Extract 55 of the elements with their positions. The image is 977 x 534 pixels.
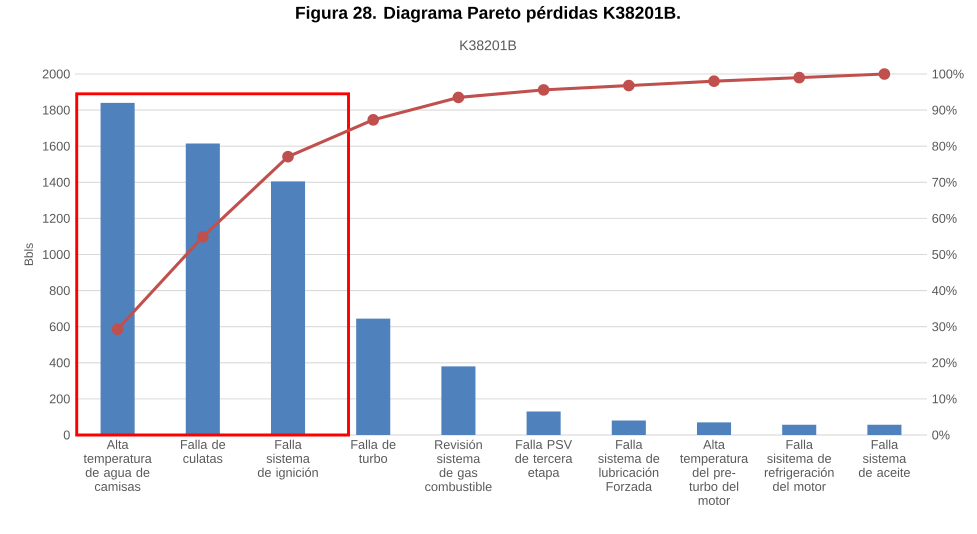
y-tick-label: 1000 — [43, 250, 70, 259]
y-tick-label: 2000 — [42, 70, 70, 78]
y-tick-label: 1400 — [43, 178, 70, 187]
bar — [526, 412, 561, 435]
y2-tick-label: 40% — [932, 286, 957, 296]
point — [282, 150, 294, 162]
y2-tick-label: 80% — [932, 142, 957, 151]
y2-tick-label: 30% — [932, 322, 957, 332]
point — [538, 84, 550, 96]
x-tick-label: Falla sistema de ignición — [258, 440, 318, 480]
point — [623, 80, 635, 92]
y2-tick-label: 20% — [932, 358, 957, 368]
point — [367, 114, 380, 126]
bar — [186, 143, 220, 435]
x-tick-label: Alta temperatura del pre-turbo del motor — [680, 440, 748, 505]
chart-subtitle: K38201B — [460, 40, 516, 50]
y2-tick-label: 50% — [932, 250, 957, 259]
y-tick-label: 800 — [50, 286, 70, 296]
x-tick-label: Falla sistema de aceite — [858, 440, 910, 477]
y2-tick-label: 90% — [932, 106, 957, 115]
y-tick-label: 1800 — [43, 106, 70, 115]
y-tick-label: 1200 — [43, 214, 70, 223]
x-tick-label: Falla de turbo — [351, 440, 396, 463]
x-tick-label: Falla PSV de tercera etapa — [515, 440, 572, 480]
bar — [270, 181, 306, 435]
point — [793, 72, 806, 84]
y-tick-label: 400 — [49, 358, 70, 368]
y2-tick-label: 60% — [932, 214, 957, 223]
y2-tick-label: 70% — [932, 178, 957, 187]
x-tick-label: Alta temperatura de agua de camisas — [84, 440, 152, 491]
bar — [867, 424, 902, 435]
y-tick-label: 200 — [50, 394, 70, 404]
bar — [100, 102, 135, 435]
point — [708, 75, 720, 88]
x-tick-label: Revisión sistema de gas combustible — [425, 440, 492, 492]
y-axis-title: Bbls — [24, 243, 33, 266]
chart-title: Figura 28. Diagrama Pareto pérdidas K38201B. — [296, 6, 680, 22]
bar — [441, 366, 476, 435]
x-tick-label: Falla sisitema de refrigeración del motor — [764, 440, 834, 491]
x-tick-label: Falla sistema de lubricación Forzada — [598, 440, 660, 491]
y2-tick-label: 100% — [932, 70, 964, 78]
point — [878, 68, 890, 80]
bar — [612, 420, 646, 435]
y2-tick-label: 0% — [932, 430, 950, 440]
point — [112, 323, 124, 336]
bar — [782, 424, 816, 435]
y-tick-label: 0 — [64, 430, 70, 440]
bar — [696, 422, 732, 435]
x-tick-label: Falla de culatas — [180, 440, 226, 463]
bar — [356, 318, 390, 435]
y2-tick-label: 10% — [932, 394, 957, 404]
y-tick-label: 600 — [50, 322, 70, 332]
point — [452, 92, 464, 104]
point — [197, 230, 209, 243]
y-tick-label: 1600 — [43, 142, 70, 151]
